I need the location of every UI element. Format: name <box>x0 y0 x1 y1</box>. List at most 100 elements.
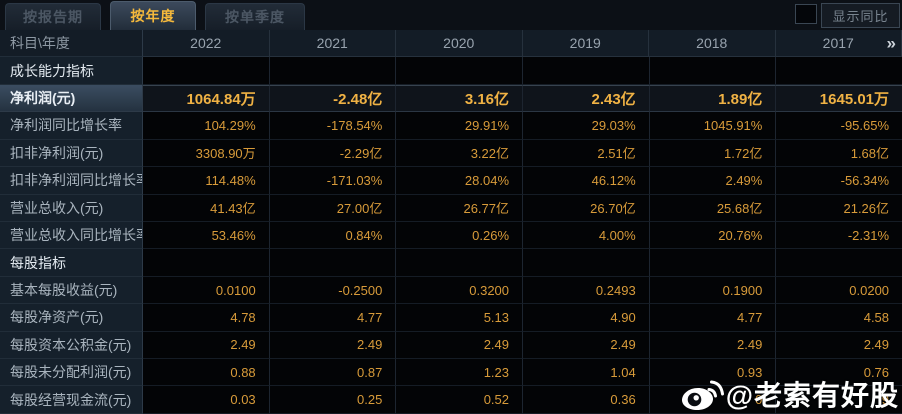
row-label: 营业总收入同比增长率 <box>0 221 143 250</box>
value-cell <box>776 249 902 277</box>
value-cell: -2.31% <box>776 221 902 250</box>
value-cell <box>143 57 270 85</box>
value-cell: 0.1900 <box>649 276 777 305</box>
row-label: 扣非净利润(元) <box>0 139 143 168</box>
year-header: 2019 <box>522 30 649 58</box>
period-tabbar: 按报告期 按年度 按单季度 显示同比 <box>0 0 902 30</box>
value-cell: 4.77 <box>269 304 397 332</box>
table-row: 营业总收入(元) 41.43亿 27.00亿 26.77亿 26.70亿 25.68亿 2… <box>0 194 902 222</box>
value-cell: 4.58 <box>776 304 902 332</box>
table-row: 扣非净利润(元) 3308.90万 -2.29亿 3.22亿 2.51亿 1.72亿 1.… <box>0 139 902 168</box>
value-cell: 29.91% <box>396 112 524 140</box>
value-cell: 5.13 <box>396 304 524 332</box>
value-cell: 1.68亿 <box>776 139 902 168</box>
tab-by-single-quarter[interactable]: 按单季度 <box>205 3 305 30</box>
value-cell: 29.03% <box>523 112 650 140</box>
value-cell: 1.04 <box>523 359 650 387</box>
row-label: 净利润(元) <box>0 84 143 113</box>
year-header: 2017 » <box>775 30 902 58</box>
value-cell <box>649 57 777 85</box>
value-cell: 114.48% <box>143 167 270 195</box>
table-row: 每股资本公积金(元) 2.49 2.49 2.49 2.49 2.49 2.49 <box>0 331 902 360</box>
value-cell: 46.12% <box>523 167 650 195</box>
year-header: 2022 <box>143 30 270 58</box>
table-row: 净利润同比增长率 104.29% -178.54% 29.91% 29.03% 1045… <box>0 112 902 140</box>
year-header: 2020 <box>396 30 523 58</box>
value-cell <box>776 57 902 85</box>
value-cell: -56.34% <box>776 167 902 195</box>
value-cell: 0.03 <box>143 386 270 414</box>
value-cell: 2.51亿 <box>523 139 650 168</box>
value-cell: 3308.90万 <box>143 139 270 168</box>
value-cell: 2.49 <box>143 331 270 360</box>
row-label: 成长能力指标 <box>0 57 143 85</box>
value-cell: 2.49 <box>649 331 777 360</box>
value-cell: 0.87 <box>269 359 397 387</box>
value-cell: 2.49 <box>396 331 524 360</box>
value-cell: 0.93 <box>649 359 777 387</box>
value-cell: 1.23 <box>396 359 524 387</box>
row-label: 基本每股收益(元) <box>0 276 143 305</box>
value-cell: 0.0100 <box>143 276 270 305</box>
value-cell: 26.70亿 <box>523 194 650 222</box>
row-label: 净利润同比增长率 <box>0 112 143 140</box>
tab-by-report-period[interactable]: 按报告期 <box>5 3 101 30</box>
value-cell: -2.29亿 <box>269 139 397 168</box>
value-cell: 53.46% <box>143 221 270 250</box>
value-cell: 3.22亿 <box>396 139 524 168</box>
show-yoy-label[interactable]: 显示同比 <box>821 3 900 28</box>
value-cell: 2.49 <box>776 331 902 360</box>
value-cell: 4.00% <box>523 221 650 250</box>
value-cell <box>143 249 270 277</box>
year-header: 2021 <box>269 30 396 58</box>
value-cell: 4.90 <box>523 304 650 332</box>
value-cell: 0.76 <box>776 359 902 387</box>
row-label: 扣非净利润同比增长率 <box>0 167 143 195</box>
value-cell: 2.49 <box>269 331 397 360</box>
row-label: 每股未分配利润(元) <box>0 359 143 387</box>
value-cell: 0.88 <box>143 359 270 387</box>
value-cell: -178.54% <box>269 112 397 140</box>
value-cell: 20.76% <box>649 221 777 250</box>
table-row: 每股经营现金流(元) 0.03 0.25 0.52 0.36 0 9 <box>0 386 902 414</box>
value-cell: 27.00亿 <box>269 194 397 222</box>
more-years-icon[interactable]: » <box>886 33 896 53</box>
value-cell <box>269 57 397 85</box>
row-label: 每股经营现金流(元) <box>0 386 143 414</box>
table-row: 扣非净利润同比增长率 114.48% -171.03% 28.04% 46.12% 2.… <box>0 167 902 195</box>
value-cell <box>396 57 524 85</box>
value-cell <box>523 57 650 85</box>
value-cell: 0.3200 <box>396 276 524 305</box>
row-label: 营业总收入(元) <box>0 194 143 222</box>
value-cell: 2.43亿 <box>523 84 650 113</box>
value-cell: 26.77亿 <box>396 194 524 222</box>
value-cell: 1.72亿 <box>649 139 777 168</box>
show-yoy-checkbox[interactable] <box>795 4 817 24</box>
value-cell: 2.49% <box>649 167 777 195</box>
row-label: 每股净资产(元) <box>0 304 143 332</box>
table-row: 基本每股收益(元) 0.0100 -0.2500 0.3200 0.2493 0.190… <box>0 276 902 305</box>
corner-header-cell: 科目\年度 <box>0 30 143 58</box>
table-row: 营业总收入同比增长率 53.46% 0.84% 0.26% 4.00% 20.76% -2… <box>0 221 902 250</box>
value-cell: 0.52 <box>396 386 524 414</box>
table-row: 每股净资产(元) 4.78 4.77 5.13 4.90 4.77 4.58 <box>0 304 902 332</box>
value-cell: -171.03% <box>269 167 397 195</box>
table-row: 成长能力指标 <box>0 57 902 85</box>
value-cell: 9 <box>776 386 902 414</box>
value-cell: -95.65% <box>776 112 902 140</box>
value-cell: 0.36 <box>523 386 650 414</box>
value-cell: 28.04% <box>396 167 524 195</box>
value-cell: 1064.84万 <box>143 84 270 113</box>
value-cell: 4.78 <box>143 304 270 332</box>
value-cell: 1645.01万 <box>776 84 902 113</box>
value-cell: -0.2500 <box>269 276 397 305</box>
value-cell: 4.77 <box>649 304 777 332</box>
value-cell: 0.2493 <box>523 276 650 305</box>
value-cell: 21.26亿 <box>776 194 902 222</box>
tab-by-year[interactable]: 按年度 <box>110 1 196 30</box>
table-row: 净利润(元) 1064.84万 -2.48亿 3.16亿 2.43亿 1.89亿 1645… <box>0 84 902 113</box>
value-cell: 25.68亿 <box>649 194 777 222</box>
financial-table: 科目\年度 2022 2021 2020 2019 2018 2017 » 成长… <box>0 30 902 414</box>
value-cell: 0.26% <box>396 221 524 250</box>
